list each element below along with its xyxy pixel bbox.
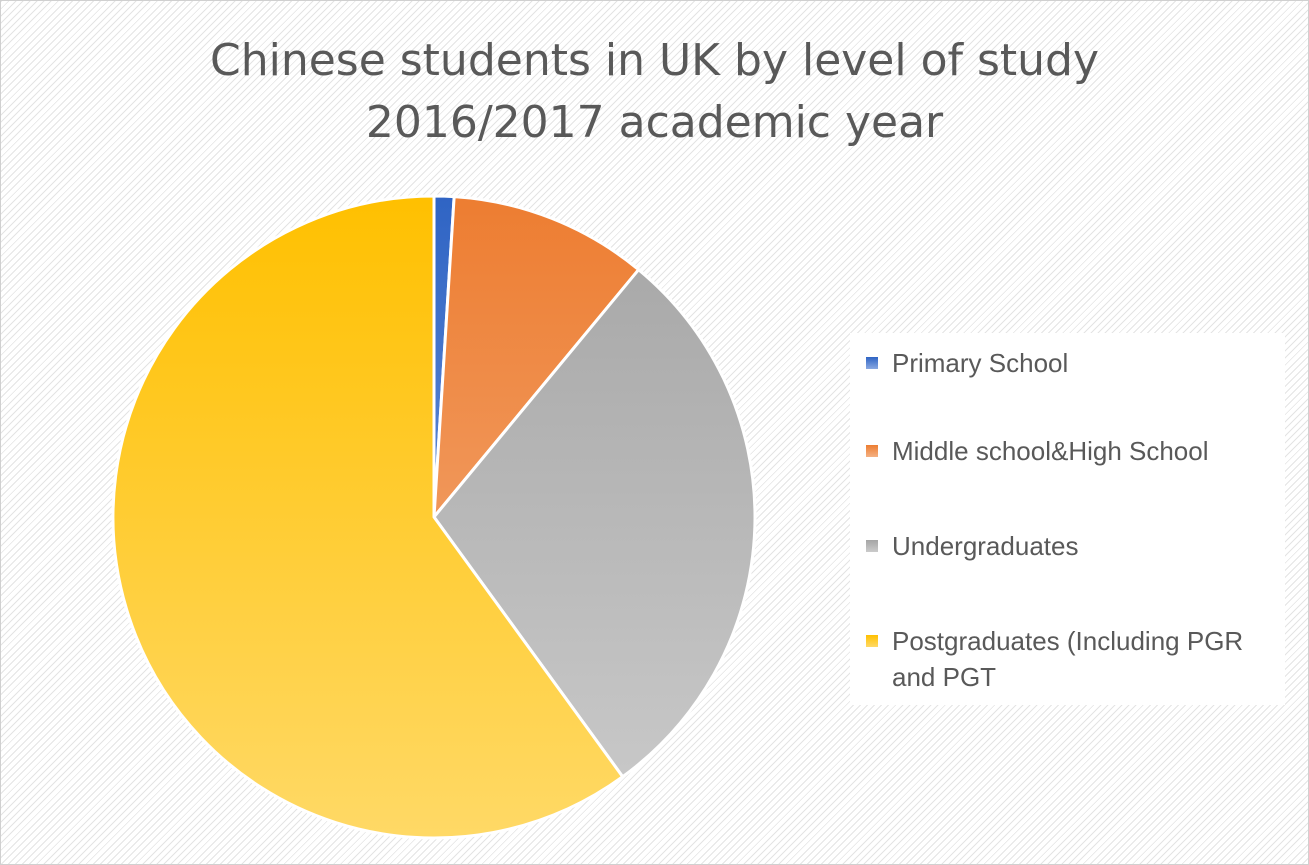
legend-swatch-primary-school — [866, 357, 878, 369]
legend: Primary School Middle school&High School… — [850, 333, 1285, 705]
legend-swatch-undergraduates — [866, 540, 878, 552]
legend-item-postgraduates: Postgraduates (Including PGR and PGT — [866, 623, 1276, 695]
pie-slice-postgraduates — [111, 194, 625, 840]
legend-label-middle-high-school: Middle school&High School — [892, 436, 1209, 466]
legend-swatch-postgraduates — [866, 635, 878, 647]
legend-label-primary-school: Primary School — [892, 348, 1069, 378]
chart-title-line-2: 2016/2017 academic year — [365, 97, 944, 148]
legend-label-undergraduates: Undergraduates — [892, 531, 1079, 561]
legend-swatch-middle-high-school — [866, 445, 878, 457]
chart-title: Chinese students in UK by level of study… — [0, 30, 1309, 154]
legend-label-postgraduates: Postgraduates (Including PGR and PGT — [892, 626, 1244, 692]
chart-title-line-1: Chinese students in UK by level of study — [209, 35, 1100, 86]
pie-slice-undergraduates — [432, 268, 757, 779]
pie-slice-middle-high-school — [432, 195, 641, 519]
legend-item-middle-high-school: Middle school&High School — [866, 433, 1276, 469]
legend-item-undergraduates: Undergraduates — [866, 528, 1276, 564]
legend-item-primary-school: Primary School — [866, 345, 1276, 381]
